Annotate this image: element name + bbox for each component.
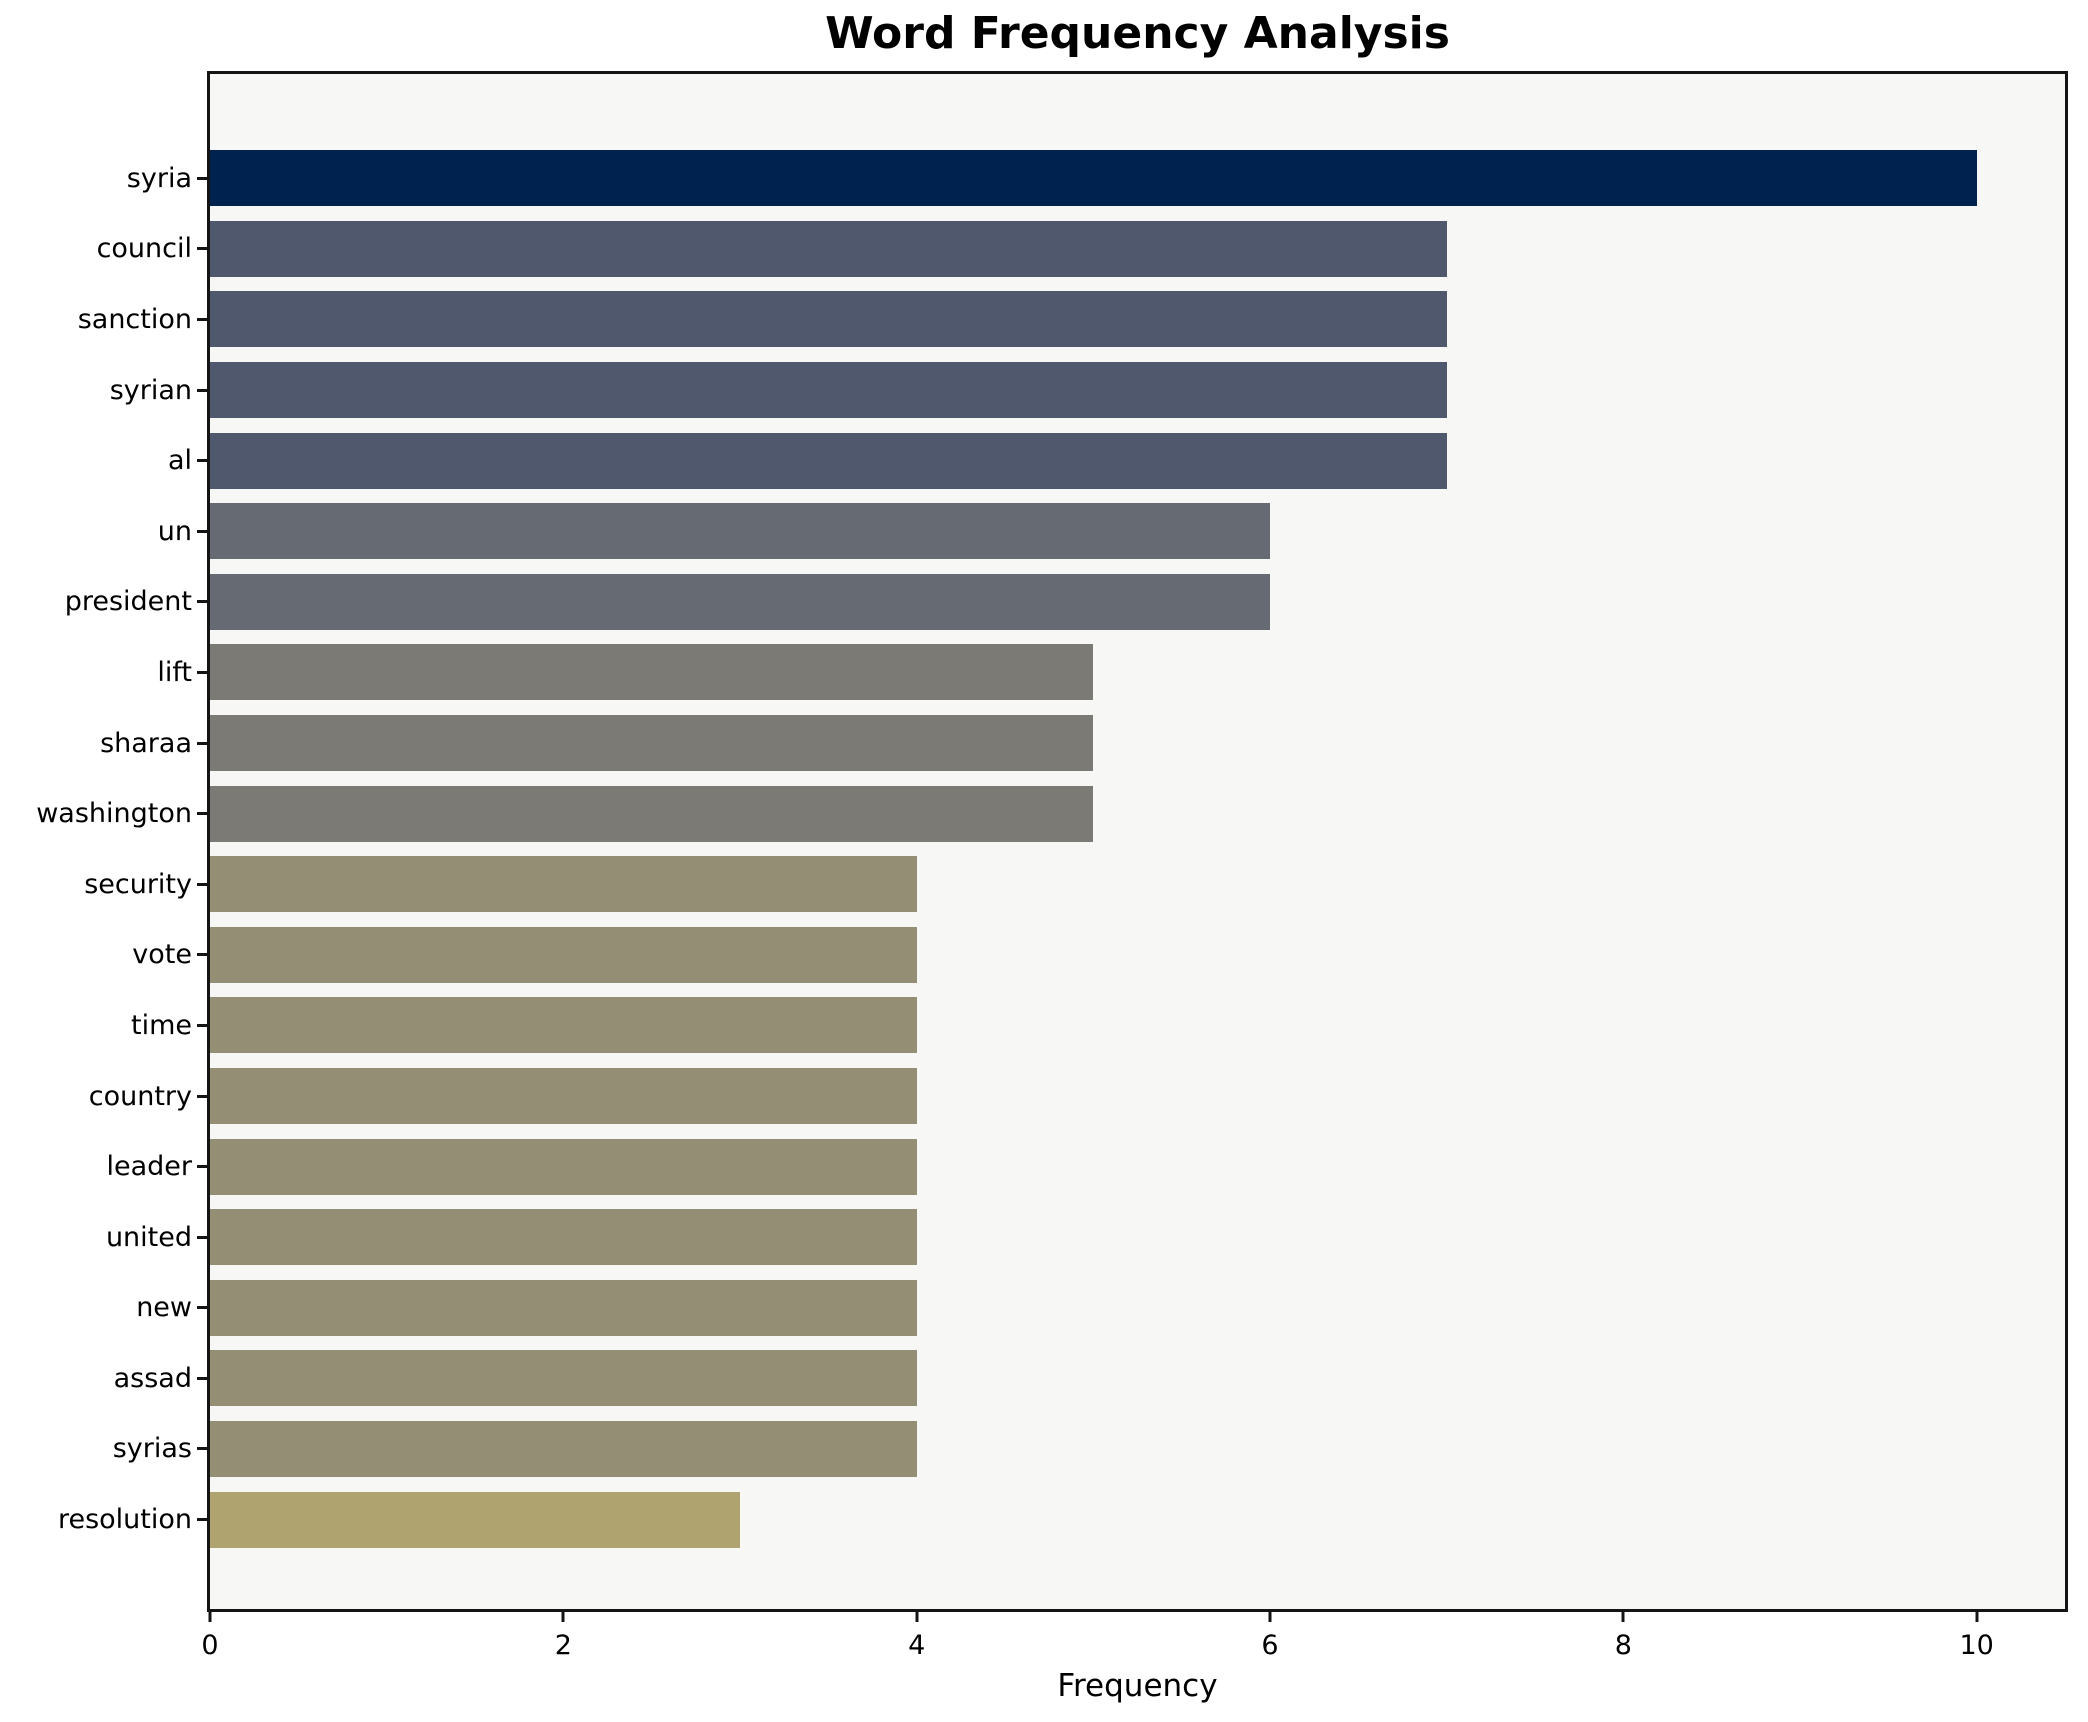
frequency-bar [210,1209,917,1266]
category-label: country [88,1080,192,1112]
bar-row: leader [106,1131,2065,1202]
frequency-bar [210,1138,917,1195]
y-tick-mark [197,741,207,745]
bar-row: syrian [110,355,2065,426]
frequency-bar [210,503,1270,560]
y-tick-mark [197,1165,207,1169]
category-label: lift [157,656,192,688]
frequency-bar [210,1068,917,1125]
bar-row: resolution [58,1484,2065,1555]
frequency-bar [210,291,1447,348]
category-label: new [136,1292,192,1324]
category-label: un [157,515,192,547]
bar-row: united [106,1202,2065,1273]
x-axis-label: Frequency [1057,1668,1218,1704]
bar-row: president [65,567,2065,638]
bar-row: assad [114,1343,2065,1414]
y-tick-mark [197,388,207,392]
category-label: syria [126,162,192,194]
bar-row: washington [36,778,2065,849]
x-axis: 0 2 4 6 8 10 [201,1612,2065,1672]
category-label: president [64,586,192,618]
y-tick-mark [197,882,207,886]
category-label: united [105,1221,192,1253]
category-label: al [167,445,192,477]
y-tick-mark [197,1376,207,1380]
bar-row: security [84,849,2065,920]
frequency-bar [210,1350,917,1407]
y-tick-mark [197,1023,207,1027]
category-label: syrias [112,1433,192,1465]
x-tick-mark [1621,1612,1625,1622]
bar-row: country [89,1061,2065,1132]
x-tick-label: 8 [1614,1630,1632,1661]
category-label: leader [106,1151,192,1183]
frequency-bar [210,432,1447,489]
x-tick-mark [208,1612,212,1622]
x-tick-mark [561,1612,565,1622]
y-tick-mark [197,670,207,674]
category-label: time [130,1009,192,1041]
bar-row: sharaa [100,708,2065,779]
frequency-bar [210,997,917,1054]
bar-row: council [97,214,2065,285]
frequency-bar [210,715,1094,772]
bar-row: syria [127,143,2065,214]
plot-area: syria council sanction syrian al un pres… [36,71,2068,1612]
category-label: vote [132,939,192,971]
bar-row: un [158,496,2065,567]
bar-row: time [131,990,2065,1061]
frequency-bar [210,1420,917,1477]
category-label: resolution [57,1504,192,1536]
category-label: council [96,233,192,265]
y-tick-mark [197,953,207,957]
bar-row: syrias [113,1414,2065,1485]
category-label: sharaa [100,727,192,759]
frequency-bar [210,856,917,913]
y-tick-mark [197,1518,207,1522]
x-tick-label: 2 [554,1630,572,1661]
y-tick-mark [197,1235,207,1239]
bar-row: vote [132,920,2065,991]
category-label: sanction [77,303,192,335]
frequency-bar [210,573,1270,630]
category-label: washington [36,798,192,830]
category-label: syrian [109,374,192,406]
y-tick-mark [197,1094,207,1098]
bar-rows: syria council sanction syrian al un pres… [36,74,2065,1609]
category-label: security [84,868,192,900]
bar-row: new [136,1273,2065,1344]
frequency-bar [210,926,917,983]
x-tick-label: 0 [201,1630,219,1661]
frequency-bar [210,220,1447,277]
x-tick-label: 6 [1261,1630,1279,1661]
x-tick-label: 10 [1959,1630,1994,1661]
x-tick-mark [1268,1612,1272,1622]
frequency-bar [210,150,1977,207]
x-tick-mark [915,1612,919,1622]
y-tick-mark [197,1306,207,1310]
bar-row: lift [157,637,2065,708]
y-tick-mark [197,176,207,180]
frequency-bar [210,644,1094,701]
frequency-bar [210,785,1094,842]
bar-row: al [168,425,2065,496]
chart-title: Word Frequency Analysis [825,8,1450,59]
y-tick-mark [197,1447,207,1451]
category-label: assad [113,1362,192,1394]
y-tick-mark [197,459,207,463]
bar-row: sanction [78,284,2065,355]
x-tick-mark [1975,1612,1979,1622]
frequency-bar [210,1491,740,1548]
y-tick-mark [197,529,207,533]
y-tick-mark [197,247,207,251]
y-tick-mark [197,600,207,604]
y-tick-mark [197,317,207,321]
frequency-bar [210,362,1447,419]
x-tick-label: 4 [908,1630,926,1661]
frequency-bar [210,1279,917,1336]
y-tick-mark [197,812,207,816]
